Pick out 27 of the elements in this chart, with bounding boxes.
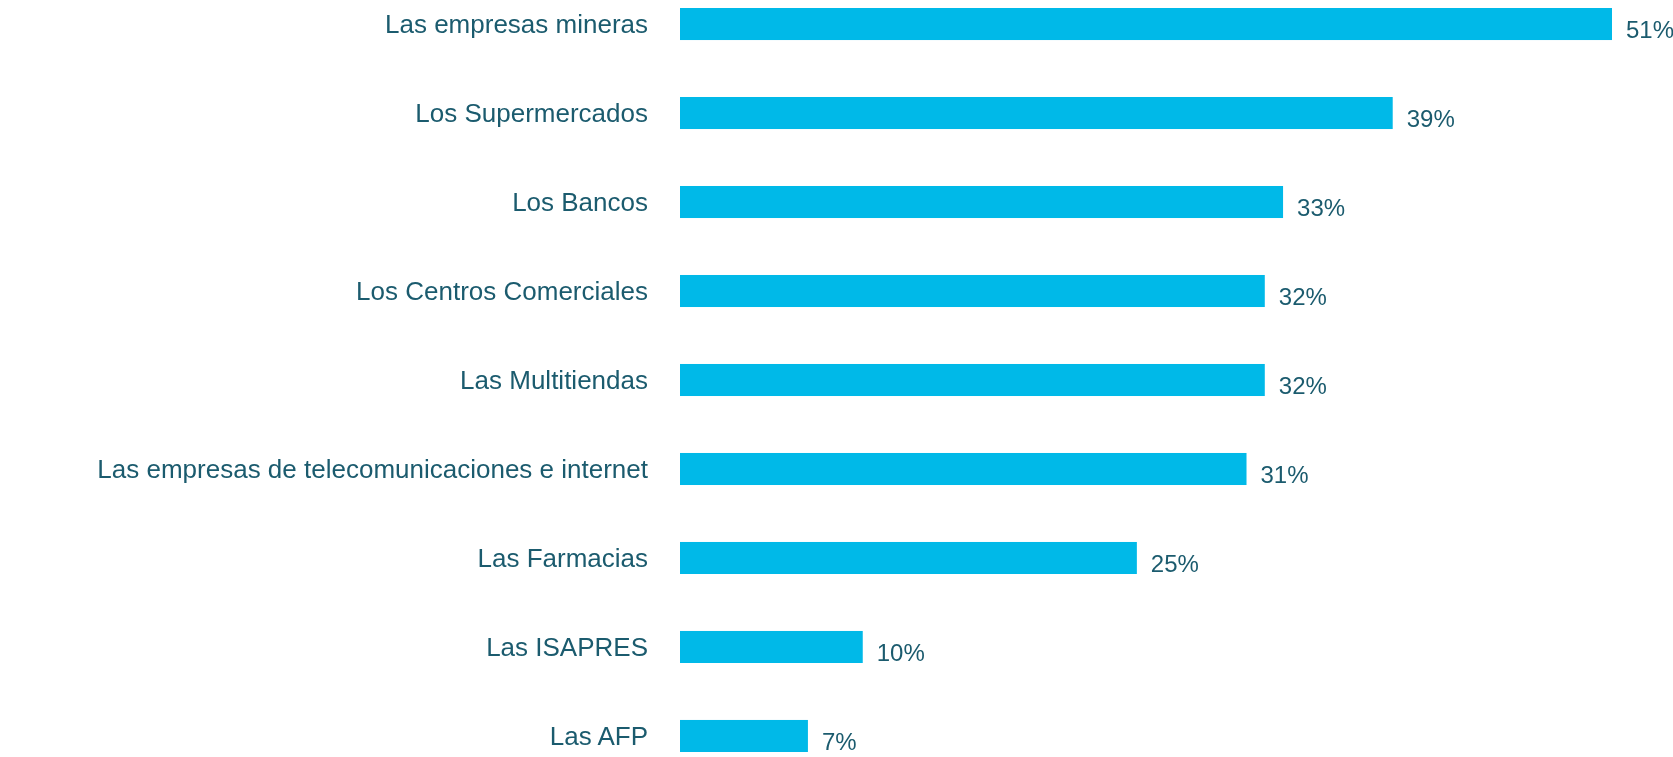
data-label: 7% [821, 728, 857, 756]
data-label: 25% [1150, 550, 1199, 578]
y-tick-label: Las ISAPRES [486, 632, 648, 663]
y-tick-label: Las empresas mineras [385, 9, 648, 40]
data-label: 31% [1260, 461, 1309, 489]
bar [680, 719, 808, 752]
data-label: 33% [1297, 194, 1346, 222]
bar [680, 274, 1265, 308]
y-tick-label: Los Supermercados [415, 98, 648, 129]
bar [680, 541, 1137, 575]
data-label: 32% [1278, 372, 1327, 400]
bar [680, 630, 863, 663]
bar [680, 185, 1284, 219]
bar [680, 8, 1612, 41]
data-label: 32% [1278, 283, 1327, 311]
y-tick-label: Las Multitiendas [460, 365, 648, 396]
y-tick-label: Los Bancos [512, 187, 648, 218]
data-label: 39% [1406, 105, 1455, 133]
bar [680, 452, 1247, 486]
bar [680, 97, 1393, 130]
data-label: 10% [876, 639, 925, 667]
y-tick-label: Las empresas de telecomunicaciones e internet [97, 454, 649, 485]
bar [680, 363, 1265, 397]
y-tick-label: Las Farmacias [477, 543, 648, 574]
y-tick-label: Los Centros Comerciales [356, 276, 648, 307]
data-label: 51% [1626, 16, 1673, 44]
y-tick-label: Las AFP [549, 721, 648, 752]
